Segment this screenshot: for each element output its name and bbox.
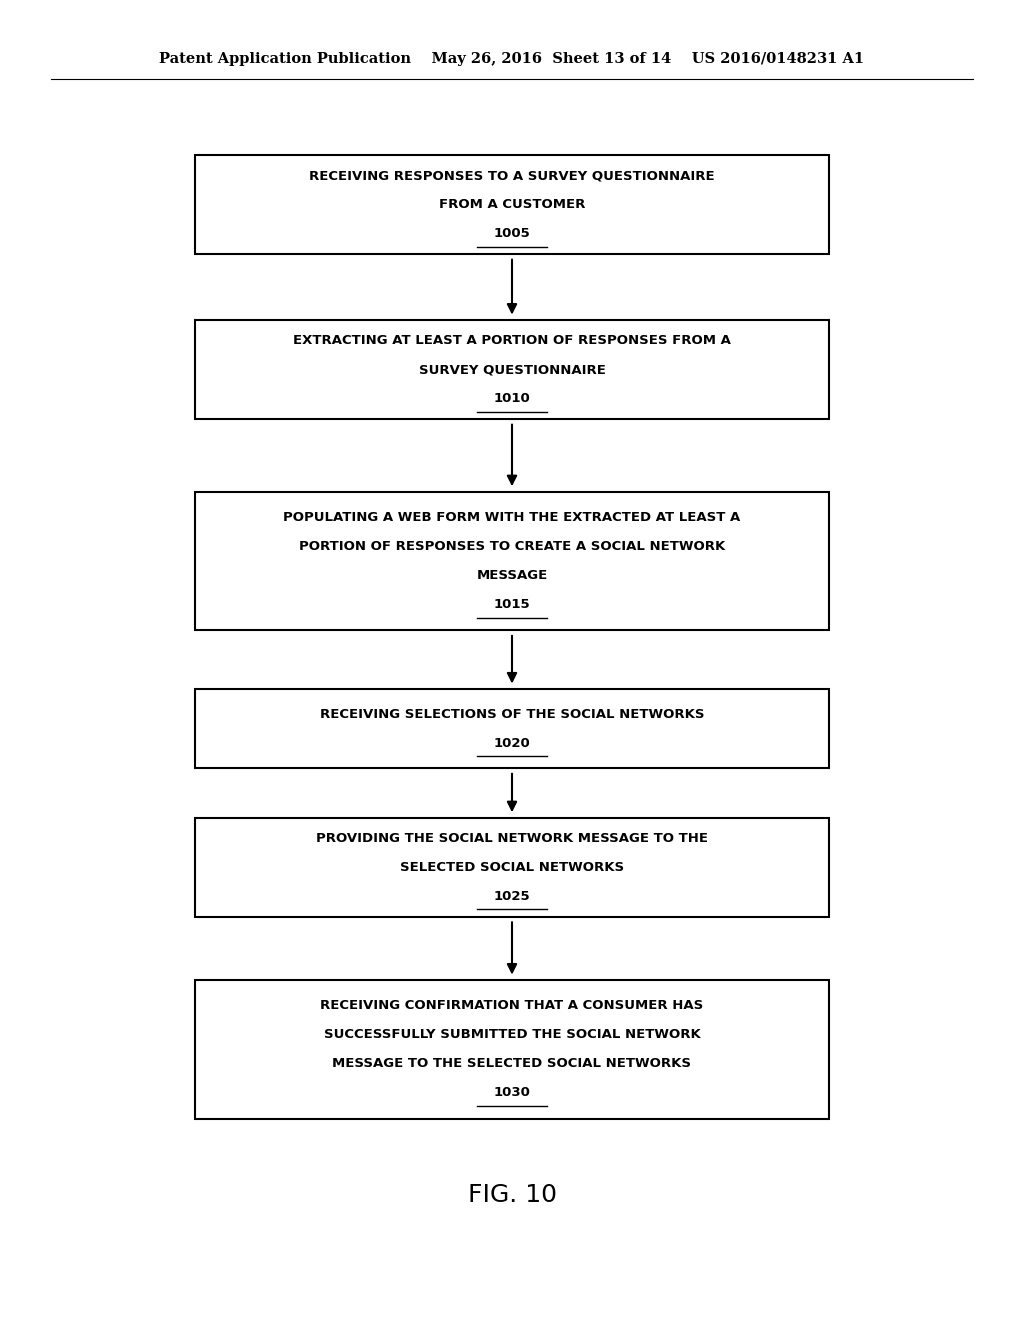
Text: 1005: 1005 [494, 227, 530, 240]
Text: SELECTED SOCIAL NETWORKS: SELECTED SOCIAL NETWORKS [400, 861, 624, 874]
Text: 1025: 1025 [494, 890, 530, 903]
Text: 1020: 1020 [494, 737, 530, 750]
Text: 1010: 1010 [494, 392, 530, 405]
Text: PORTION OF RESPONSES TO CREATE A SOCIAL NETWORK: PORTION OF RESPONSES TO CREATE A SOCIAL … [299, 540, 725, 553]
Text: MESSAGE TO THE SELECTED SOCIAL NETWORKS: MESSAGE TO THE SELECTED SOCIAL NETWORKS [333, 1057, 691, 1071]
Text: 1015: 1015 [494, 598, 530, 611]
Text: POPULATING A WEB FORM WITH THE EXTRACTED AT LEAST A: POPULATING A WEB FORM WITH THE EXTRACTED… [284, 511, 740, 524]
Text: 1030: 1030 [494, 1086, 530, 1100]
FancyBboxPatch shape [195, 689, 829, 768]
Text: RECEIVING CONFIRMATION THAT A CONSUMER HAS: RECEIVING CONFIRMATION THAT A CONSUMER H… [321, 999, 703, 1012]
FancyBboxPatch shape [195, 817, 829, 916]
FancyBboxPatch shape [195, 156, 829, 253]
Text: SURVEY QUESTIONNAIRE: SURVEY QUESTIONNAIRE [419, 363, 605, 376]
Text: RECEIVING RESPONSES TO A SURVEY QUESTIONNAIRE: RECEIVING RESPONSES TO A SURVEY QUESTION… [309, 169, 715, 182]
Text: FIG. 10: FIG. 10 [468, 1183, 556, 1206]
FancyBboxPatch shape [195, 321, 829, 420]
Text: FROM A CUSTOMER: FROM A CUSTOMER [439, 198, 585, 211]
Text: EXTRACTING AT LEAST A PORTION OF RESPONSES FROM A: EXTRACTING AT LEAST A PORTION OF RESPONS… [293, 334, 731, 347]
FancyBboxPatch shape [195, 979, 829, 1119]
FancyBboxPatch shape [195, 492, 829, 631]
Text: MESSAGE: MESSAGE [476, 569, 548, 582]
Text: PROVIDING THE SOCIAL NETWORK MESSAGE TO THE: PROVIDING THE SOCIAL NETWORK MESSAGE TO … [316, 832, 708, 845]
Text: RECEIVING SELECTIONS OF THE SOCIAL NETWORKS: RECEIVING SELECTIONS OF THE SOCIAL NETWO… [319, 708, 705, 721]
Text: SUCCESSFULLY SUBMITTED THE SOCIAL NETWORK: SUCCESSFULLY SUBMITTED THE SOCIAL NETWOR… [324, 1028, 700, 1041]
Text: Patent Application Publication    May 26, 2016  Sheet 13 of 14    US 2016/014823: Patent Application Publication May 26, 2… [160, 53, 864, 66]
